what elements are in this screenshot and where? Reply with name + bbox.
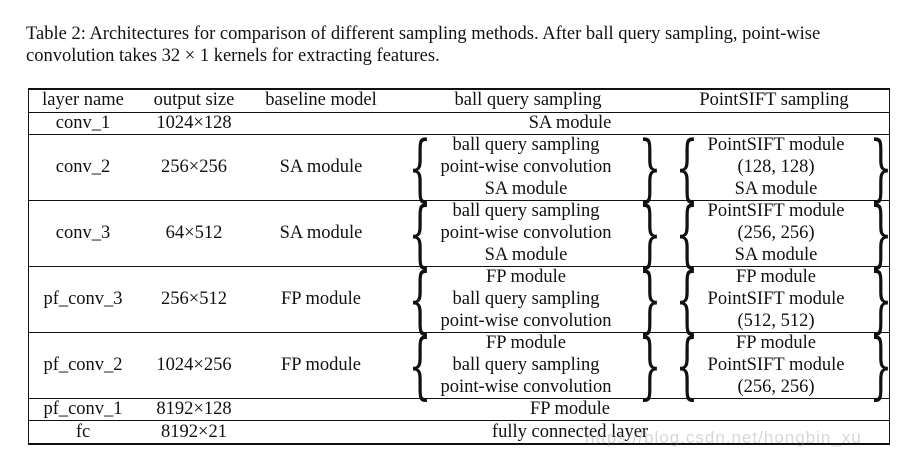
header-layer-name: layer name: [42, 90, 124, 110]
right-brace: }: [638, 191, 662, 275]
sift-line-1: PointSIFT module: [707, 201, 845, 221]
sift-line-2: PointSIFT module: [707, 355, 845, 375]
row-span: FP module: [529, 399, 610, 419]
row-size: 8192×21: [161, 422, 227, 442]
row-rule: [28, 200, 890, 201]
row-rule: [28, 332, 890, 333]
sift-line-2: (256, 256): [737, 223, 815, 243]
left-brace: {: [675, 257, 699, 341]
row-rule: [28, 420, 890, 421]
row-name: conv_2: [55, 157, 111, 177]
row-name: conv_1: [55, 113, 111, 133]
row-name: conv_3: [55, 223, 111, 243]
left-brace: {: [408, 191, 432, 275]
sift-line-3: SA module: [734, 245, 818, 265]
row-name: pf_conv_1: [43, 399, 123, 419]
ball-line-2: point-wise convolution: [440, 223, 612, 243]
header-ball-query: ball query sampling: [454, 90, 602, 110]
sift-line-3: SA module: [734, 179, 818, 199]
row-size: 1024×128: [156, 113, 232, 133]
row-size: 8192×128: [156, 399, 232, 419]
row-size: 64×512: [165, 223, 223, 243]
top-rule: [28, 88, 890, 90]
header-rule: [28, 112, 890, 113]
row-name: pf_conv_3: [43, 289, 123, 309]
sift-line-1: FP module: [735, 267, 816, 287]
ball-line-2: ball query sampling: [452, 355, 600, 375]
right-brace: }: [638, 257, 662, 341]
ball-line-2: ball query sampling: [452, 289, 600, 309]
left-brace: {: [675, 191, 699, 275]
right-border: [889, 88, 890, 445]
sift-line-3: (512, 512): [737, 311, 815, 331]
left-brace: {: [408, 125, 432, 209]
ball-line-1: FP module: [485, 333, 566, 353]
ball-line-3: point-wise convolution: [440, 377, 612, 397]
ball-line-1: FP module: [485, 267, 566, 287]
right-brace: }: [869, 257, 893, 341]
sift-line-2: (128, 128): [737, 157, 815, 177]
row-baseline: SA module: [279, 223, 363, 243]
sift-line-1: PointSIFT module: [707, 135, 845, 155]
sift-line-1: FP module: [735, 333, 816, 353]
row-baseline: SA module: [279, 157, 363, 177]
row-size: 1024×256: [156, 355, 232, 375]
right-brace: }: [869, 191, 893, 275]
ball-line-2: point-wise convolution: [440, 157, 612, 177]
row-size: 256×256: [161, 157, 227, 177]
row-rule: [28, 398, 890, 399]
row-baseline: FP module: [280, 355, 361, 375]
row-size: 256×512: [161, 289, 227, 309]
ball-line-3: point-wise convolution: [440, 311, 612, 331]
header-pointsift: PointSIFT sampling: [699, 90, 849, 110]
row-name: fc: [75, 422, 91, 442]
right-brace: }: [638, 323, 662, 407]
left-brace: {: [675, 125, 699, 209]
ball-line-3: SA module: [484, 245, 568, 265]
bottom-rule: [28, 443, 890, 445]
watermark: https://blog.csdn.net/hongbin_xu: [585, 428, 862, 447]
right-brace: }: [869, 323, 893, 407]
row-rule: [28, 134, 890, 135]
sift-line-2: PointSIFT module: [707, 289, 845, 309]
left-brace: {: [408, 257, 432, 341]
left-brace: {: [675, 323, 699, 407]
ball-line-3: SA module: [484, 179, 568, 199]
ball-line-1: ball query sampling: [452, 201, 600, 221]
row-baseline: FP module: [280, 289, 361, 309]
table-caption: Table 2: Architectures for comparison of…: [26, 24, 821, 66]
row-name: pf_conv_2: [43, 355, 123, 375]
header-baseline-model: baseline model: [265, 90, 377, 110]
left-brace: {: [408, 323, 432, 407]
ball-line-1: ball query sampling: [452, 135, 600, 155]
header-output-size: output size: [153, 90, 235, 110]
right-brace: }: [869, 125, 893, 209]
sift-line-3: (256, 256): [737, 377, 815, 397]
row-span: fully connected layer: [491, 422, 649, 442]
left-border: [28, 88, 29, 445]
row-span: SA module: [528, 113, 612, 133]
row-rule: [28, 266, 890, 267]
right-brace: }: [638, 125, 662, 209]
